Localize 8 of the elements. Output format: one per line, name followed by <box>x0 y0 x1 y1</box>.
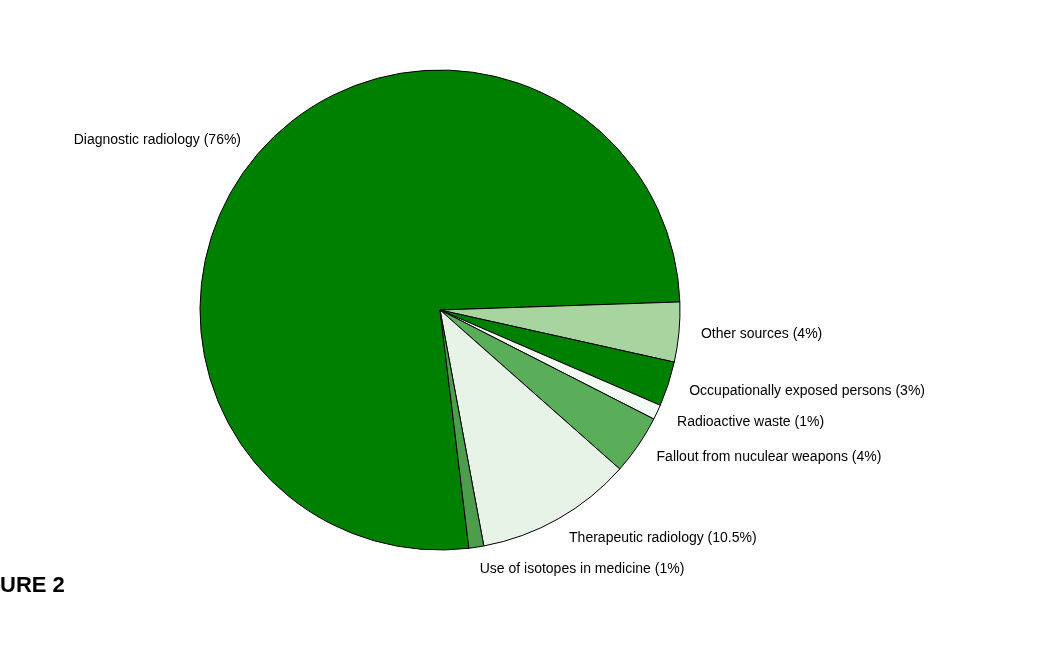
slice-label: Fallout from nuculear weapons (4%) <box>656 448 882 465</box>
slice-label: Other sources (4%) <box>700 325 823 342</box>
text: URE 2 <box>0 572 65 598</box>
slice-label: Radioactive waste (1%) <box>677 412 825 429</box>
slice-label: Use of isotopes in medicine (1%) <box>479 559 685 576</box>
slice-label: Occupationally exposed persons (3%) <box>689 381 926 398</box>
slice-label: Therapeutic radiology (10.5%) <box>569 529 757 545</box>
slice-label: Diagnostic radiology (76%) <box>73 130 242 147</box>
